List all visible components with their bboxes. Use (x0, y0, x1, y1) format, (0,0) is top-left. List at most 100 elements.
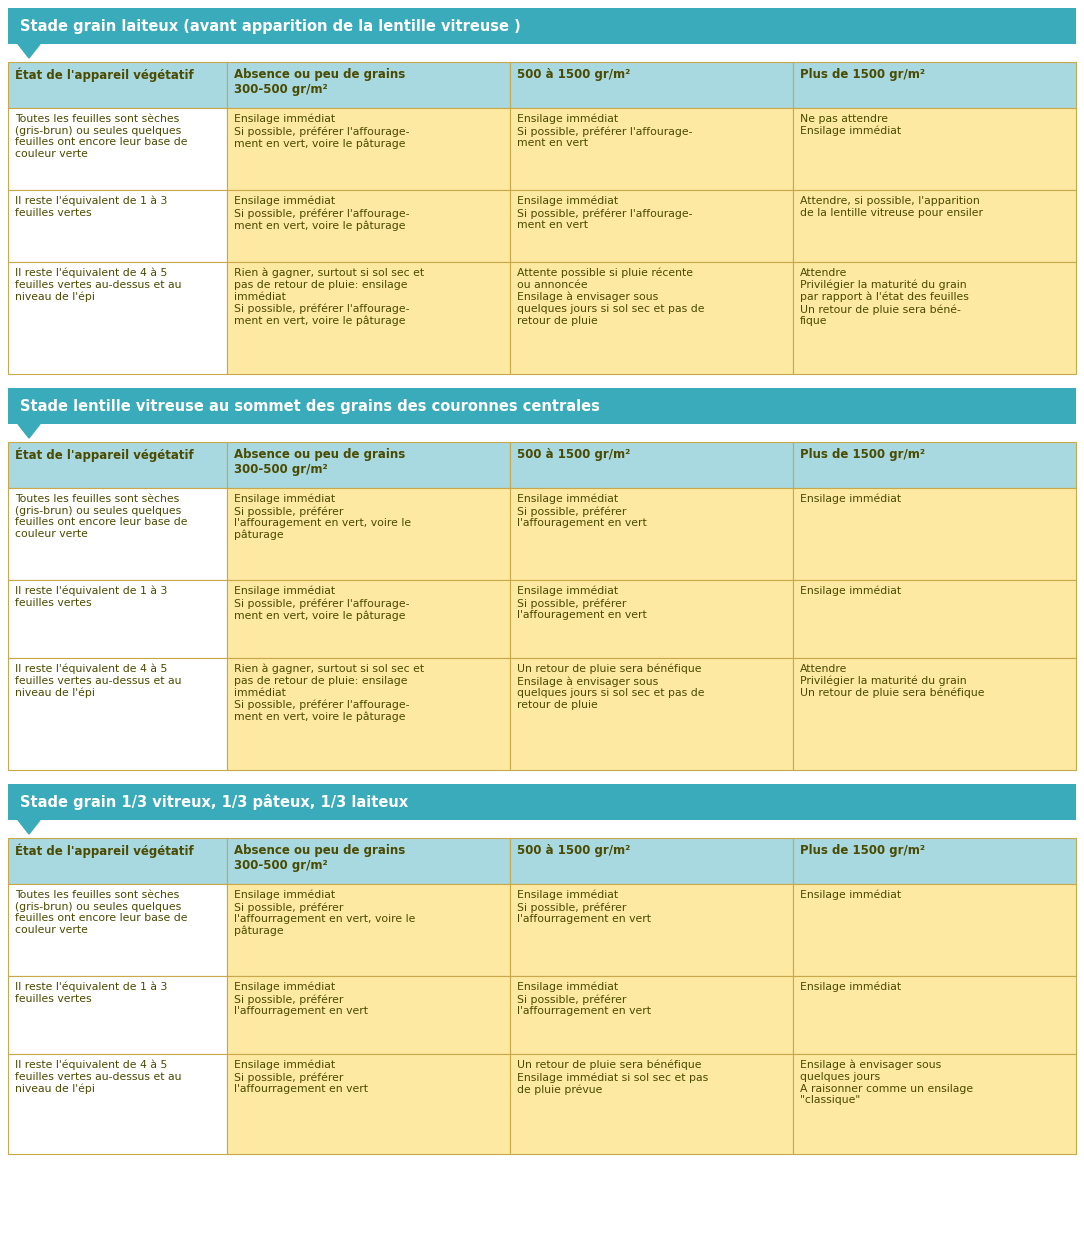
Text: Rien à gagner, surtout si sol sec et
pas de retour de pluie: ensilage
immédiat
S: Rien à gagner, surtout si sol sec et pas… (234, 664, 424, 722)
Polygon shape (18, 424, 40, 438)
Text: Ensilage immédiat
Si possible, préférer l'affourage-
ment en vert: Ensilage immédiat Si possible, préférer … (517, 114, 693, 149)
Text: Il reste l'équivalent de 4 à 5
feuilles vertes au-dessus et au
niveau de l'épi: Il reste l'équivalent de 4 à 5 feuilles … (15, 268, 181, 302)
Text: Toutes les feuilles sont sèches
(gris-brun) ou seules quelques
feuilles ont enco: Toutes les feuilles sont sèches (gris-br… (15, 114, 188, 159)
Text: Plus de 1500 gr/m²: Plus de 1500 gr/m² (800, 448, 925, 461)
Bar (509, 580, 793, 658)
Bar (227, 190, 509, 262)
Text: 500 à 1500 gr/m²: 500 à 1500 gr/m² (517, 844, 630, 858)
Text: Un retour de pluie sera bénéfique
Ensilage immédiat si sol sec et pas
de pluie p: Un retour de pluie sera bénéfique Ensila… (517, 1060, 708, 1095)
Bar (8, 488, 227, 580)
Bar (227, 262, 509, 374)
Text: Attendre, si possible, l'apparition
de la lentille vitreuse pour ensiler: Attendre, si possible, l'apparition de l… (800, 196, 983, 218)
Bar (8, 580, 227, 658)
Bar (227, 488, 509, 580)
Text: Ensilage immédiat
Si possible, préférer l'affourage-
ment en vert, voire le pâtu: Ensilage immédiat Si possible, préférer … (234, 586, 410, 621)
Bar (227, 838, 509, 884)
Text: Ensilage immédiat: Ensilage immédiat (800, 586, 901, 596)
Bar (509, 838, 793, 884)
Bar (8, 884, 227, 976)
Text: Absence ou peu de grains
300-500 gr/m²: Absence ou peu de grains 300-500 gr/m² (234, 844, 405, 872)
Bar (227, 442, 509, 488)
Bar (227, 580, 509, 658)
Bar (793, 658, 1076, 770)
Bar (8, 8, 1076, 44)
Text: Absence ou peu de grains
300-500 gr/m²: Absence ou peu de grains 300-500 gr/m² (234, 68, 405, 96)
Text: Ensilage à envisager sous
quelques jours
A raisonner comme un ensilage
"classiqu: Ensilage à envisager sous quelques jours… (800, 1060, 973, 1105)
Bar (8, 107, 227, 190)
Bar (8, 838, 227, 884)
Text: Attente possible si pluie récente
ou annoncée
Ensilage à envisager sous
quelques: Attente possible si pluie récente ou ann… (517, 268, 705, 325)
Bar (793, 580, 1076, 658)
Bar (227, 62, 509, 107)
Bar (227, 884, 509, 976)
Text: Il reste l'équivalent de 1 à 3
feuilles vertes: Il reste l'équivalent de 1 à 3 feuilles … (15, 586, 167, 608)
Bar (509, 62, 793, 107)
Text: Stade grain 1/3 vitreux, 1/3 pâteux, 1/3 laiteux: Stade grain 1/3 vitreux, 1/3 pâteux, 1/3… (20, 794, 408, 810)
Text: Ne pas attendre
Ensilage immédiat: Ne pas attendre Ensilage immédiat (800, 114, 901, 136)
Text: Ensilage immédiat
Si possible, préférer
l'affourragement en vert: Ensilage immédiat Si possible, préférer … (234, 982, 367, 1016)
Text: Ensilage immédiat: Ensilage immédiat (800, 494, 901, 505)
Bar (509, 658, 793, 770)
Text: Ensilage immédiat: Ensilage immédiat (800, 890, 901, 900)
Bar (793, 262, 1076, 374)
Bar (793, 488, 1076, 580)
Polygon shape (18, 820, 40, 834)
Text: Rien à gagner, surtout si sol sec et
pas de retour de pluie: ensilage
immédiat
S: Rien à gagner, surtout si sol sec et pas… (234, 268, 424, 326)
Bar (793, 107, 1076, 190)
Text: Il reste l'équivalent de 4 à 5
feuilles vertes au-dessus et au
niveau de l'épi: Il reste l'équivalent de 4 à 5 feuilles … (15, 1060, 181, 1094)
Text: Stade lentille vitreuse au sommet des grains des couronnes centrales: Stade lentille vitreuse au sommet des gr… (20, 399, 599, 414)
Text: État de l'appareil végétatif: État de l'appareil végétatif (15, 68, 194, 82)
Bar (509, 884, 793, 976)
Bar (8, 62, 227, 107)
Bar (8, 976, 227, 1054)
Text: Ensilage immédiat
Si possible, préférer l'affourage-
ment en vert, voire le pâtu: Ensilage immédiat Si possible, préférer … (234, 114, 410, 149)
Text: Ensilage immédiat
Si possible, préférer
l'affouragement en vert, voire le
pâtura: Ensilage immédiat Si possible, préférer … (234, 494, 411, 540)
Bar (509, 107, 793, 190)
Bar (509, 262, 793, 374)
Bar (793, 62, 1076, 107)
Text: Un retour de pluie sera bénéfique
Ensilage à envisager sous
quelques jours si so: Un retour de pluie sera bénéfique Ensila… (517, 664, 705, 710)
Bar (793, 190, 1076, 262)
Bar (8, 1054, 227, 1154)
Bar (227, 107, 509, 190)
Text: Toutes les feuilles sont sèches
(gris-brun) ou seules quelques
feuilles ont enco: Toutes les feuilles sont sèches (gris-br… (15, 494, 188, 539)
Bar (509, 976, 793, 1054)
Bar (793, 838, 1076, 884)
Text: Ensilage immédiat
Si possible, préférer
l'affouragement en vert: Ensilage immédiat Si possible, préférer … (517, 494, 647, 529)
Bar (8, 784, 1076, 820)
Text: 500 à 1500 gr/m²: 500 à 1500 gr/m² (517, 68, 630, 81)
Text: Ensilage immédiat
Si possible, préférer
l'affouragement en vert: Ensilage immédiat Si possible, préférer … (517, 586, 647, 620)
Text: Il reste l'équivalent de 4 à 5
feuilles vertes au-dessus et au
niveau de l'épi: Il reste l'équivalent de 4 à 5 feuilles … (15, 664, 181, 699)
Bar (793, 1054, 1076, 1154)
Text: Ensilage immédiat
Si possible, préférer
l'affourragement en vert: Ensilage immédiat Si possible, préférer … (234, 1060, 367, 1094)
Text: Ensilage immédiat
Si possible, préférer l'affourage-
ment en vert, voire le pâtu: Ensilage immédiat Si possible, préférer … (234, 196, 410, 231)
Text: Plus de 1500 gr/m²: Plus de 1500 gr/m² (800, 68, 925, 81)
Bar (8, 190, 227, 262)
Bar (227, 1054, 509, 1154)
Text: Absence ou peu de grains
300-500 gr/m²: Absence ou peu de grains 300-500 gr/m² (234, 448, 405, 476)
Bar (8, 262, 227, 374)
Text: État de l'appareil végétatif: État de l'appareil végétatif (15, 448, 194, 462)
Text: 500 à 1500 gr/m²: 500 à 1500 gr/m² (517, 448, 630, 461)
Text: Ensilage immédiat
Si possible, préférer
l'affourragement en vert, voire le
pâtur: Ensilage immédiat Si possible, préférer … (234, 890, 415, 936)
Bar (793, 884, 1076, 976)
Bar (793, 976, 1076, 1054)
Bar (8, 388, 1076, 424)
Polygon shape (18, 44, 40, 58)
Text: Stade grain laiteux (avant apparition de la lentille vitreuse ): Stade grain laiteux (avant apparition de… (20, 19, 520, 34)
Text: Attendre
Privilégier la maturité du grain
Un retour de pluie sera bénéfique: Attendre Privilégier la maturité du grai… (800, 664, 984, 699)
Bar (8, 442, 227, 488)
Text: Il reste l'équivalent de 1 à 3
feuilles vertes: Il reste l'équivalent de 1 à 3 feuilles … (15, 196, 167, 218)
Text: Ensilage immédiat
Si possible, préférer
l'affourragement en vert: Ensilage immédiat Si possible, préférer … (517, 982, 651, 1016)
Bar (509, 190, 793, 262)
Bar (509, 488, 793, 580)
Text: Il reste l'équivalent de 1 à 3
feuilles vertes: Il reste l'équivalent de 1 à 3 feuilles … (15, 982, 167, 1004)
Text: Attendre
Privilégier la maturité du grain
par rapport à l'état des feuilles
Un r: Attendre Privilégier la maturité du grai… (800, 268, 969, 326)
Bar (227, 658, 509, 770)
Text: État de l'appareil végétatif: État de l'appareil végétatif (15, 844, 194, 859)
Text: Ensilage immédiat
Si possible, préférer l'affourage-
ment en vert: Ensilage immédiat Si possible, préférer … (517, 196, 693, 230)
Bar (793, 442, 1076, 488)
Bar (509, 442, 793, 488)
Bar (227, 976, 509, 1054)
Text: Toutes les feuilles sont sèches
(gris-brun) ou seules quelques
feuilles ont enco: Toutes les feuilles sont sèches (gris-br… (15, 890, 188, 935)
